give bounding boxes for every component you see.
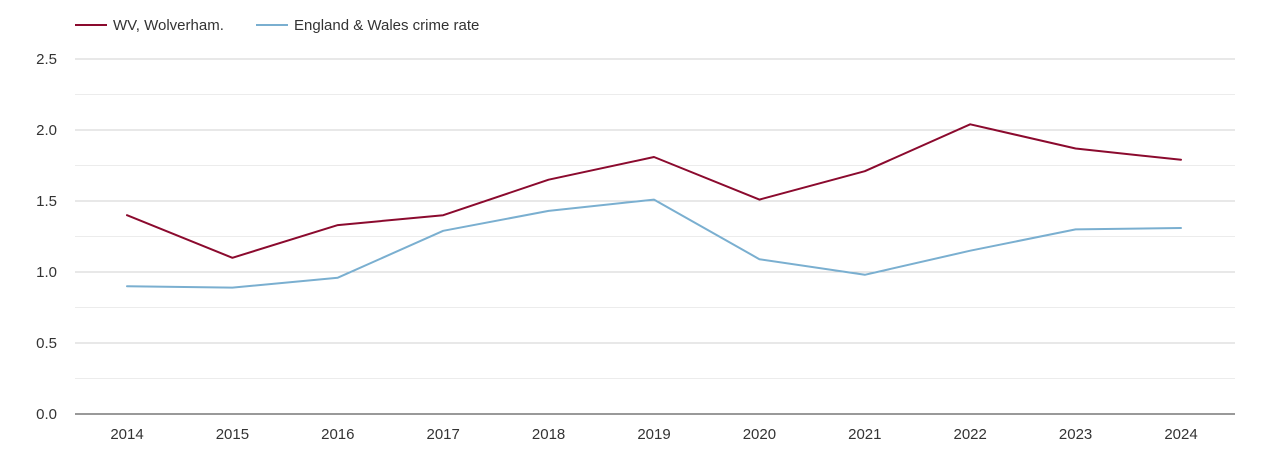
legend-item-series-0[interactable]: WV, Wolverham. — [75, 17, 224, 34]
x-tick-label: 2024 — [1164, 426, 1197, 443]
x-tick-label: 2020 — [743, 426, 776, 443]
y-axis: 0.0 0.5 1.0 1.5 2.0 2.5 — [36, 51, 57, 423]
legend-label-series-0: WV, Wolverham. — [113, 17, 224, 34]
x-tick-label: 2021 — [848, 426, 881, 443]
y-tick-label: 1.0 — [36, 264, 57, 281]
x-axis: 2014 2015 2016 2017 2018 2019 2020 2021 2022 2023… — [75, 413, 1235, 443]
x-tick-label: 2018 — [532, 426, 565, 443]
x-tick-label: 2019 — [637, 426, 670, 443]
legend-item-series-1[interactable]: England & Wales crime rate — [256, 17, 479, 34]
series-lines — [126, 123, 1182, 289]
series-line-1[interactable] — [126, 198, 1182, 289]
y-tick-label: 2.0 — [36, 122, 57, 139]
y-tick-label: 2.5 — [36, 51, 57, 68]
y-tick-label: 0.0 — [36, 406, 57, 423]
x-tick-label: 2015 — [216, 426, 249, 443]
x-tick-label: 2016 — [321, 426, 354, 443]
y-tick-label: 0.5 — [36, 335, 57, 352]
x-tick-label: 2014 — [110, 426, 143, 443]
x-tick-label: 2017 — [427, 426, 460, 443]
gridlines — [75, 58, 1235, 379]
y-tick-label: 1.5 — [36, 193, 57, 210]
x-tick-label: 2023 — [1059, 426, 1092, 443]
legend-label-series-1: England & Wales crime rate — [294, 17, 479, 34]
legend: WV, Wolverham. England & Wales crime rat… — [75, 17, 479, 34]
x-tick-label: 2022 — [954, 426, 987, 443]
series-line-0[interactable] — [126, 123, 1182, 259]
